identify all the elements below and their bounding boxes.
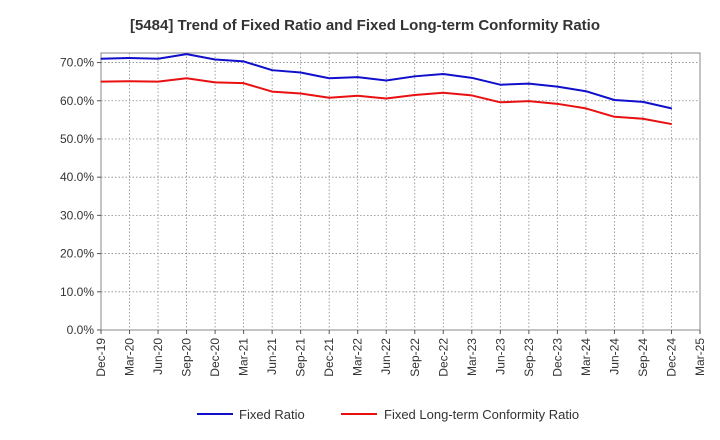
data-point	[556, 103, 558, 105]
data-point	[214, 81, 216, 84]
x-tick-label: Jun-21	[265, 338, 279, 375]
x-tick-label: Mar-22	[351, 338, 365, 376]
x-tick-label: Mar-25	[693, 338, 707, 376]
data-point	[442, 92, 444, 94]
data-point	[328, 97, 330, 99]
data-point	[243, 82, 245, 84]
data-point	[157, 81, 159, 83]
x-tick-label: Sep-22	[408, 338, 422, 377]
data-point	[100, 58, 102, 60]
x-tick-label: Dec-20	[208, 338, 222, 377]
data-point	[442, 73, 444, 75]
data-point	[357, 76, 359, 78]
x-tick-label: Jun-22	[379, 338, 393, 375]
data-point	[670, 123, 673, 125]
data-point	[613, 116, 616, 118]
data-point	[585, 90, 587, 92]
data-point	[271, 90, 273, 93]
data-point	[128, 80, 131, 82]
y-tick-label: 0.0%	[67, 323, 95, 337]
x-tick-label: Jun-23	[493, 338, 507, 375]
x-tick-label: Dec-22	[436, 338, 450, 377]
data-point	[528, 100, 530, 102]
y-tick-label: 60.0%	[60, 94, 94, 108]
data-point	[499, 101, 501, 103]
data-point	[100, 81, 102, 83]
data-point	[414, 94, 416, 96]
y-tick-label: 50.0%	[60, 132, 94, 146]
x-tick-label: Sep-24	[636, 338, 650, 377]
plot-area	[100, 52, 701, 331]
data-point	[585, 107, 587, 109]
data-point	[300, 71, 302, 74]
data-point	[243, 60, 245, 63]
series-layer	[100, 53, 673, 126]
x-tick-label: Mar-23	[465, 338, 479, 376]
plot-frame	[100, 52, 701, 331]
data-point	[499, 84, 501, 86]
data-point	[613, 99, 616, 101]
data-point	[128, 57, 131, 59]
data-point	[642, 118, 644, 120]
data-point	[385, 97, 387, 100]
data-point	[642, 101, 644, 103]
x-tick-label: Jun-20	[151, 338, 165, 375]
legend-label: Fixed Long-term Conformity Ratio	[384, 407, 579, 422]
data-point	[328, 77, 330, 79]
y-axis: 0.0% 10.0% 20.0% 30.0% 40.0% 50.0% 60.0% 70.0%	[60, 56, 101, 337]
data-point	[471, 77, 473, 79]
y-tick-label: 70.0%	[60, 56, 94, 70]
data-point	[300, 92, 302, 95]
data-point	[528, 82, 530, 85]
x-axis: Dec-19 Mar-20 Jun-20 Sep-20 Dec-20 Mar-21 Jun-…	[94, 330, 707, 377]
x-tick-label: Sep-20	[180, 338, 194, 377]
data-point	[357, 95, 359, 97]
data-point	[271, 69, 273, 71]
x-tick-label: Dec-23	[550, 338, 564, 377]
y-tick-label: 10.0%	[60, 285, 94, 299]
y-tick-label: 20.0%	[60, 247, 94, 261]
legend: Fixed Ratio Fixed Long-term Conformity Ra…	[197, 407, 579, 422]
x-tick-label: Dec-21	[322, 338, 336, 377]
data-point	[556, 86, 558, 88]
data-point	[670, 107, 673, 109]
data-point	[471, 94, 473, 97]
data-point	[185, 77, 188, 79]
x-tick-label: Sep-23	[522, 338, 536, 377]
x-tick-label: Mar-24	[579, 338, 593, 376]
data-point	[214, 58, 216, 61]
data-point	[414, 75, 416, 77]
x-tick-label: Jun-24	[607, 338, 621, 375]
x-tick-label: Mar-20	[123, 338, 137, 376]
x-tick-label: Sep-21	[294, 338, 308, 377]
x-tick-label: Mar-21	[237, 338, 251, 376]
y-tick-label: 40.0%	[60, 170, 94, 184]
data-point	[185, 53, 188, 55]
chart-title: [5484] Trend of Fixed Ratio and Fixed Lo…	[130, 17, 600, 34]
legend-label: Fixed Ratio	[239, 407, 305, 422]
x-tick-label: Dec-24	[664, 338, 678, 377]
x-tick-label: Dec-19	[94, 338, 108, 377]
y-tick-label: 30.0%	[60, 208, 94, 222]
data-point	[157, 58, 159, 60]
data-point	[385, 79, 387, 82]
